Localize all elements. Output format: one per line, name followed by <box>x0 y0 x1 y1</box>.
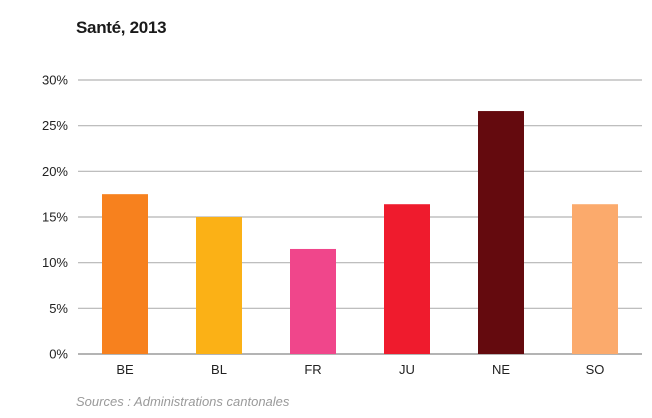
y-tick-label: 20% <box>42 164 68 179</box>
y-tick-label: 30% <box>42 73 68 88</box>
x-tick-label: NE <box>492 362 510 377</box>
y-tick-label: 10% <box>42 255 68 270</box>
x-tick-label: JU <box>399 362 415 377</box>
bar <box>102 194 148 354</box>
y-tick-label: 25% <box>42 118 68 133</box>
y-tick-label: 15% <box>42 210 68 225</box>
x-tick-label: FR <box>304 362 321 377</box>
bar <box>478 111 524 354</box>
bar <box>384 204 430 354</box>
y-tick-label: 5% <box>49 301 68 316</box>
chart-title: Santé, 2013 <box>76 18 167 37</box>
bar <box>572 204 618 354</box>
x-tick-label: BE <box>116 362 134 377</box>
bar <box>196 217 242 354</box>
bar <box>290 248 336 354</box>
source-note: Sources : Administrations cantonales <box>76 394 290 409</box>
x-tick-label: SO <box>586 362 605 377</box>
x-tick-label: BL <box>211 362 227 377</box>
y-tick-label: 0% <box>49 347 68 362</box>
